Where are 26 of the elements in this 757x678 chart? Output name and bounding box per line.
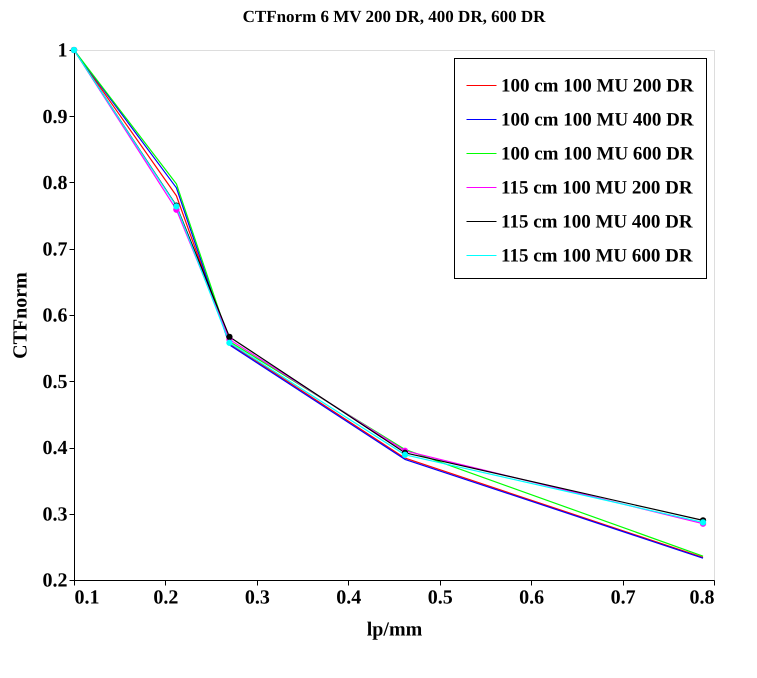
- legend-label: 100 cm 100 MU 400 DR: [501, 110, 694, 130]
- chart-title: CTFnorm 6 MV 200 DR, 400 DR, 600 DR: [242, 7, 546, 26]
- x-tick-label: 0.7: [610, 586, 636, 608]
- y-tick-label: 0.2: [42, 570, 68, 592]
- y-tick-label: 0.7: [42, 238, 68, 260]
- x-axis-title: lp/mm: [366, 618, 423, 640]
- legend-label: 115 cm 100 MU 200 DR: [501, 178, 693, 198]
- legend-label: 115 cm 100 MU 400 DR: [501, 212, 693, 232]
- x-tick-label: 0.2: [153, 586, 178, 608]
- y-axis-title: CTFnorm: [10, 272, 32, 359]
- x-tick-label: 0.4: [336, 586, 362, 608]
- x-tick-label: 0.3: [244, 586, 270, 608]
- y-tick-label: 0.6: [42, 304, 68, 326]
- y-tick-label: 0.3: [42, 503, 68, 526]
- legend-label: 100 cm 100 MU 600 DR: [501, 144, 694, 164]
- x-tick-label: 0.6: [519, 586, 544, 608]
- y-tick-label: 0.5: [42, 370, 68, 393]
- x-tick-label: 0.5: [428, 586, 453, 608]
- y-tick-label: 0.4: [42, 437, 68, 459]
- y-tick-label: 0.8: [42, 172, 68, 194]
- legend-label: 100 cm 100 MU 200 DR: [501, 76, 694, 96]
- legend-label: 115 cm 100 MU 600 DR: [501, 246, 693, 266]
- y-tick-label: 0.9: [42, 106, 68, 128]
- y-tick-label: 1: [58, 40, 68, 62]
- x-tick-label: 0.8: [690, 586, 714, 608]
- x-tick-label: 0.1: [74, 586, 100, 608]
